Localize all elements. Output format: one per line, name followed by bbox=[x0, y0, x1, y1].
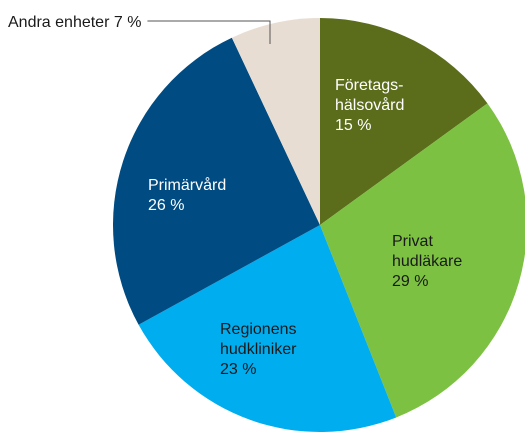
value-label: 26 % bbox=[148, 197, 184, 214]
slice-label: Företags-hälsovård bbox=[335, 77, 404, 114]
pie-slice bbox=[112, 37, 321, 325]
outside-label: Andra enheter 7 % bbox=[8, 14, 141, 31]
label-line: Primärvård bbox=[148, 176, 226, 194]
label-line: hudkliniker bbox=[220, 341, 297, 358]
category-label: Andra enheter bbox=[8, 14, 110, 31]
pie-slice bbox=[231, 18, 320, 225]
value-label: 29 % bbox=[392, 273, 428, 290]
pie-slice bbox=[320, 103, 525, 418]
slice-label: Regionens hudkliniker bbox=[220, 321, 297, 358]
value-label: 23 % bbox=[220, 361, 256, 378]
slice-label: Primärvård bbox=[148, 176, 226, 194]
label-line: Företags- bbox=[335, 77, 403, 94]
leader-line bbox=[147, 20, 271, 44]
slice-label: Privat hudläkare bbox=[392, 233, 462, 270]
pie-slice bbox=[320, 18, 488, 225]
label-line: hudläkare bbox=[392, 253, 462, 270]
label-line: Regionens bbox=[220, 321, 297, 338]
label-line: Privat bbox=[392, 233, 433, 250]
value-label: 7 % bbox=[114, 14, 142, 31]
pie-slice bbox=[138, 225, 397, 432]
value-label: 15 % bbox=[335, 117, 371, 134]
label-line: hälsovård bbox=[335, 96, 404, 114]
